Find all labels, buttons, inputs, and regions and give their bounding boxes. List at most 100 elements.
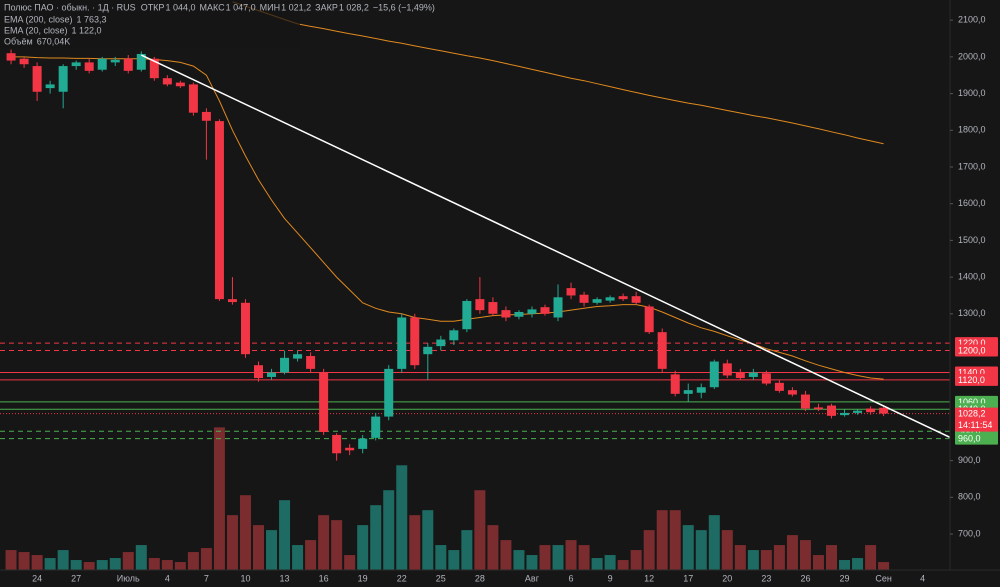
indicator-value: 1 122,0 xyxy=(72,25,102,35)
volume-bar xyxy=(695,530,707,570)
volume-bar xyxy=(591,558,603,570)
candle-body xyxy=(761,373,771,384)
x-tick-label: 4 xyxy=(165,573,170,583)
volume-bar xyxy=(396,465,408,570)
volume-bar xyxy=(617,560,629,570)
candle-body xyxy=(618,296,628,300)
volume-bar xyxy=(825,545,837,570)
candle-body xyxy=(253,365,263,379)
ohlc-value: 1 047,0 xyxy=(226,2,256,12)
volume-bar xyxy=(604,555,616,570)
volume-bar xyxy=(18,552,30,570)
candle-body xyxy=(709,361,719,388)
x-tick-label: Июль xyxy=(117,573,140,583)
y-tick-label: 1500,0 xyxy=(958,235,986,245)
candle-body xyxy=(267,372,277,377)
ema-line xyxy=(11,56,884,380)
legend: Полюс ПАО · обыкн. · 1Д · RUS ОТКР 1 044,0… xyxy=(0,0,435,48)
current-price-box xyxy=(955,407,998,432)
volume-bar xyxy=(357,525,369,570)
indicator-name: EMA (20, close) xyxy=(4,25,68,35)
x-tick-label: Авг xyxy=(525,573,540,583)
volume-value: 670,04K xyxy=(37,36,71,46)
candle-body xyxy=(631,296,641,303)
volume-bar xyxy=(5,550,17,570)
candle-body xyxy=(293,354,303,359)
candle-body xyxy=(605,297,615,301)
level-label-box xyxy=(955,344,998,357)
volume-bar xyxy=(266,530,278,570)
volume-bar xyxy=(148,558,160,570)
candle-body xyxy=(579,294,589,303)
volume-bar xyxy=(318,515,330,570)
ohlc-value: 1 021,2 xyxy=(281,2,311,12)
x-tick-label: 27 xyxy=(71,573,81,583)
ohlc-label: ЗАКР xyxy=(315,2,338,12)
volume-bar xyxy=(70,560,82,570)
volume-bar xyxy=(656,510,668,570)
x-tick-label: 24 xyxy=(32,573,42,583)
volume-bar xyxy=(448,550,460,570)
candle-body xyxy=(826,405,836,416)
chart-title: Полюс ПАО · обыкн. · 1Д · RUS xyxy=(4,2,136,12)
candle-body xyxy=(800,394,810,409)
candle-body xyxy=(527,309,537,314)
trendline xyxy=(140,54,950,439)
x-tick-label: 25 xyxy=(436,573,446,583)
volume-bar xyxy=(200,548,212,570)
candle-body xyxy=(240,302,250,355)
y-tick-label: 2000,0 xyxy=(958,51,986,61)
x-tick-label: Сен xyxy=(875,573,892,583)
x-tick-label: 23 xyxy=(761,573,771,583)
candle-body xyxy=(84,62,94,71)
volume-bar xyxy=(539,545,551,570)
volume-bar xyxy=(878,562,890,570)
volume-bar xyxy=(383,490,395,570)
volume-bar xyxy=(578,545,590,570)
volume-bar xyxy=(773,545,785,570)
indicator-value: 1 763,3 xyxy=(77,14,107,24)
candle-body xyxy=(32,66,42,92)
candle-body xyxy=(449,330,459,341)
volume-bar xyxy=(487,525,499,570)
volume-bar xyxy=(799,540,811,570)
level-label: 1060,0 xyxy=(958,397,986,407)
volume-bar xyxy=(122,552,134,570)
volume-bar xyxy=(135,545,147,570)
candle-layer xyxy=(6,49,950,461)
x-tick-label: 4 xyxy=(920,573,925,583)
candle-body xyxy=(358,438,368,449)
y-tick-label: 1400,0 xyxy=(958,271,986,281)
level-label: 1220,0 xyxy=(958,338,986,348)
x-tick-label: 29 xyxy=(840,573,850,583)
x-tick-label: 9 xyxy=(608,573,613,583)
candle-body xyxy=(136,53,146,70)
x-tick-label: 13 xyxy=(280,573,290,583)
candle-body xyxy=(201,111,211,121)
volume-bar xyxy=(305,540,317,570)
volume-bar xyxy=(44,558,56,570)
volume-bar xyxy=(682,525,694,570)
volume-bar xyxy=(187,552,199,570)
candle-body xyxy=(657,332,667,369)
candle-body xyxy=(722,363,732,376)
volume-bar xyxy=(239,495,251,570)
volume-bar xyxy=(331,520,343,570)
volume-bar xyxy=(513,550,525,570)
volume-bar xyxy=(812,555,824,570)
candle-body xyxy=(462,300,472,330)
y-tick-label: 900,0 xyxy=(958,455,981,465)
volume-bar xyxy=(721,530,733,570)
volume-bar xyxy=(708,515,720,570)
volume-bar xyxy=(279,500,291,570)
volume-bar xyxy=(226,515,238,570)
x-tick-label: 28 xyxy=(475,573,485,583)
volume-bar xyxy=(370,505,382,570)
level-label-box xyxy=(955,432,998,445)
candle-body xyxy=(397,317,407,369)
candle-body xyxy=(280,357,290,373)
candle-body xyxy=(306,356,316,369)
y-tick-label: 1800,0 xyxy=(958,125,986,135)
candle-body xyxy=(332,434,342,454)
